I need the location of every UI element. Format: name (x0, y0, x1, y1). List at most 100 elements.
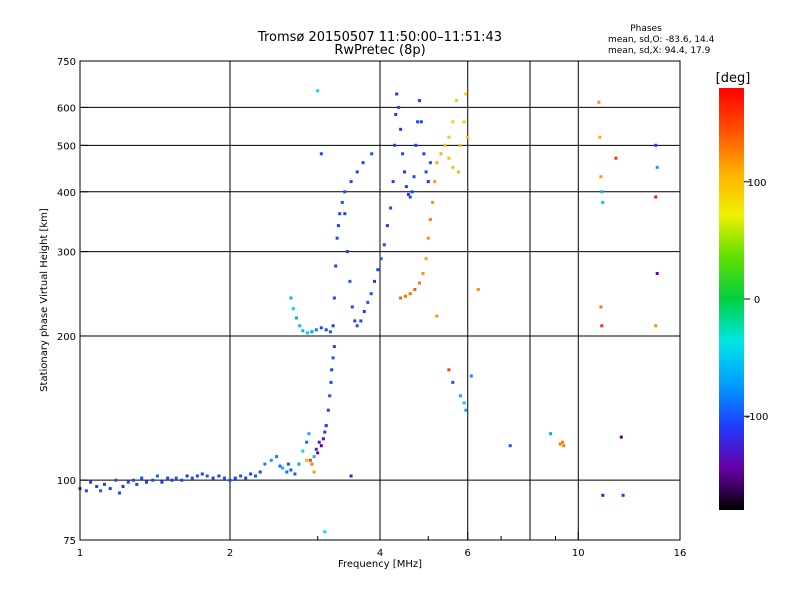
data-point (443, 143, 447, 147)
data-point (295, 316, 298, 320)
data-point (332, 345, 336, 349)
data-point (249, 472, 253, 476)
data-point (166, 476, 170, 480)
data-point (412, 175, 416, 179)
data-point (99, 489, 103, 493)
data-point (254, 474, 257, 478)
data-point (319, 444, 323, 448)
data-point (328, 330, 332, 334)
data-point (217, 474, 221, 478)
colorbar-tick-label: 100 (747, 178, 766, 189)
x-tick-label: 6 (465, 548, 471, 559)
data-point (114, 478, 118, 482)
data-point (89, 480, 93, 484)
phase-stats-x: mean, sd,X: 94.4, 17.9 (608, 46, 711, 56)
data-point (466, 135, 470, 139)
data-point (447, 368, 451, 372)
data-point (293, 472, 297, 476)
data-point (447, 156, 451, 160)
data-point (424, 257, 428, 261)
data-point (655, 165, 659, 169)
y-axis-label: Stationary phase Virtual Height [km] (39, 208, 50, 392)
data-point (433, 180, 437, 184)
data-point (413, 288, 417, 291)
data-point (349, 180, 353, 184)
data-point (379, 257, 383, 261)
data-point (323, 430, 327, 434)
data-point (323, 530, 327, 534)
data-point (654, 324, 658, 328)
data-point (343, 190, 347, 194)
chart-subtitle: RwPretec (8p) (334, 43, 425, 58)
data-point (336, 224, 340, 228)
data-point (331, 356, 335, 360)
data-point (305, 458, 309, 462)
data-point (654, 195, 658, 199)
data-point (422, 152, 426, 156)
data-point (418, 99, 421, 103)
data-point (366, 300, 370, 304)
data-point (451, 380, 455, 384)
data-point (278, 464, 282, 468)
data-point (335, 236, 339, 240)
data-point (340, 200, 344, 204)
data-point (597, 100, 601, 104)
colorbar-tick-label: 0 (754, 295, 760, 306)
data-point (406, 192, 410, 196)
data-point (385, 224, 389, 228)
data-point (457, 170, 460, 174)
data-point (410, 190, 414, 194)
data-point (389, 206, 393, 210)
data-point (126, 480, 130, 484)
x-tick-label: 4 (377, 548, 383, 559)
data-point (439, 152, 443, 156)
data-point (321, 437, 325, 441)
data-point (285, 470, 289, 474)
data-point (301, 329, 305, 333)
data-point (310, 330, 314, 334)
colorbar-tick-label: -100 (746, 412, 769, 423)
data-point (205, 474, 209, 478)
data-point (289, 468, 293, 472)
data-point (233, 476, 237, 480)
data-point (424, 170, 428, 174)
axis-ticks: 1 2 4 6 10 16 75 100 200 300 400 500 600 750 (57, 57, 686, 559)
data-point (310, 462, 314, 466)
data-point (269, 458, 273, 462)
data-point (195, 474, 199, 478)
data-point (462, 120, 466, 124)
data-point (391, 180, 395, 184)
data-point (301, 449, 305, 453)
data-point (401, 152, 405, 156)
data-point (314, 447, 318, 451)
data-point (455, 99, 459, 103)
data-point (458, 143, 462, 147)
data-point (145, 480, 148, 484)
data-point (305, 440, 309, 444)
data-point (373, 279, 376, 283)
data-point (614, 156, 618, 160)
data-point (393, 143, 397, 147)
y-tick-label: 200 (57, 332, 76, 343)
data-point (600, 190, 604, 194)
data-point (435, 314, 439, 318)
y-tick-label: 600 (57, 103, 76, 114)
data-point (408, 292, 412, 296)
data-point (382, 243, 386, 247)
data-point (362, 310, 366, 313)
data-point (121, 485, 125, 488)
data-point (451, 120, 455, 124)
data-point (332, 296, 336, 300)
data-point (330, 368, 334, 372)
data-point (349, 474, 353, 478)
data-point (350, 305, 354, 309)
data-point (334, 264, 338, 268)
data-point (118, 491, 121, 495)
data-point (395, 92, 399, 96)
data-point (95, 485, 99, 488)
data-point (601, 493, 605, 497)
data-point (108, 487, 112, 491)
data-point (397, 105, 401, 109)
data-point (297, 462, 301, 466)
data-point (621, 493, 625, 497)
